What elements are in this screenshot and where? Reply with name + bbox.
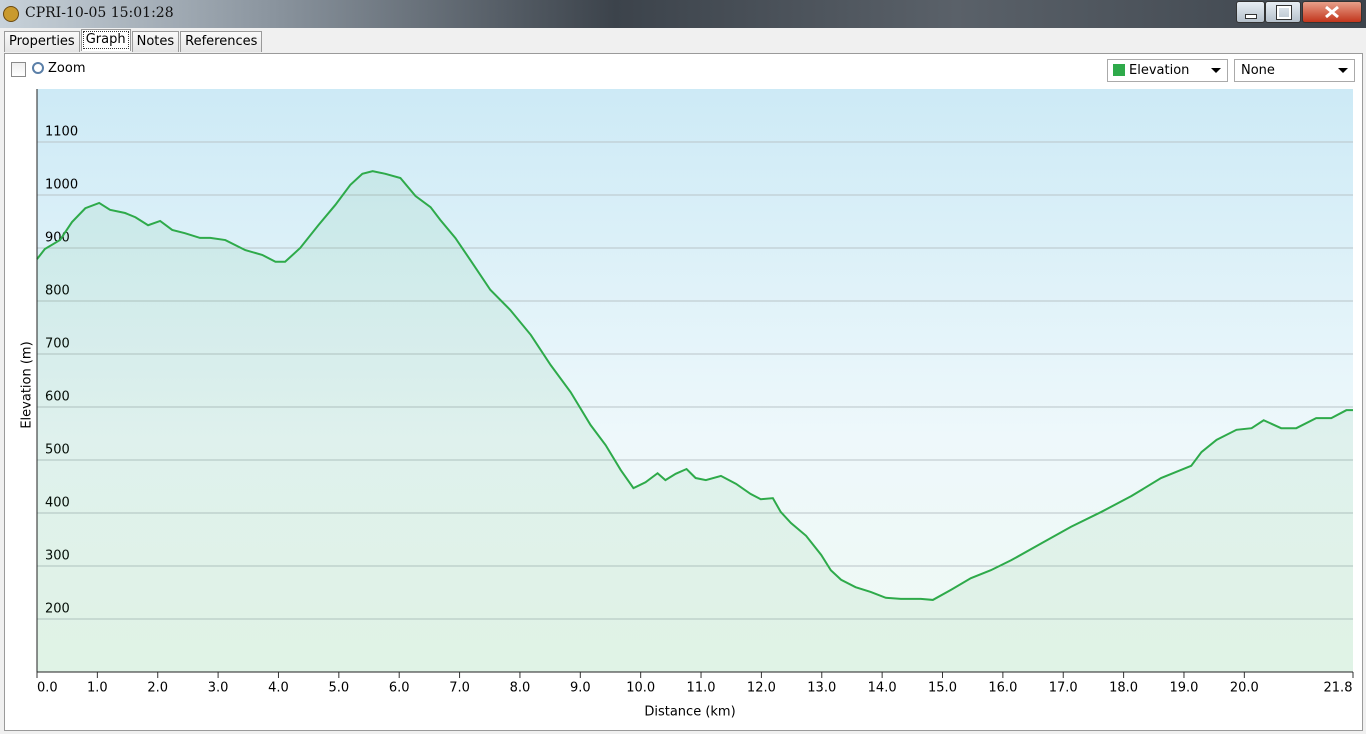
second-select-text: None xyxy=(1241,63,1275,78)
app-icon xyxy=(3,6,19,22)
graph-panel xyxy=(4,53,1363,731)
tab[interactable]: Graph xyxy=(80,29,131,51)
maximize-button[interactable] xyxy=(1265,1,1301,23)
tab[interactable]: Notes xyxy=(131,31,180,52)
series-swatch xyxy=(1113,64,1125,76)
tab[interactable]: References xyxy=(180,31,263,52)
tab[interactable]: Properties xyxy=(4,31,80,52)
close-button[interactable] xyxy=(1302,1,1362,23)
tab-strip: Properties Graph Notes References xyxy=(4,29,263,53)
title-bar: CPRI-10-05 15:01:28 xyxy=(0,0,1366,28)
zoom-icon xyxy=(32,62,44,74)
second-select[interactable]: None xyxy=(1234,59,1355,82)
minimize-button[interactable] xyxy=(1236,1,1265,23)
zoom-checkbox[interactable] xyxy=(11,62,26,77)
window-title: CPRI-10-05 15:01:28 xyxy=(25,5,174,21)
series-select-text: Elevation xyxy=(1129,63,1190,78)
zoom-label: Zoom xyxy=(48,61,86,76)
series-select[interactable]: Elevation xyxy=(1107,59,1228,82)
